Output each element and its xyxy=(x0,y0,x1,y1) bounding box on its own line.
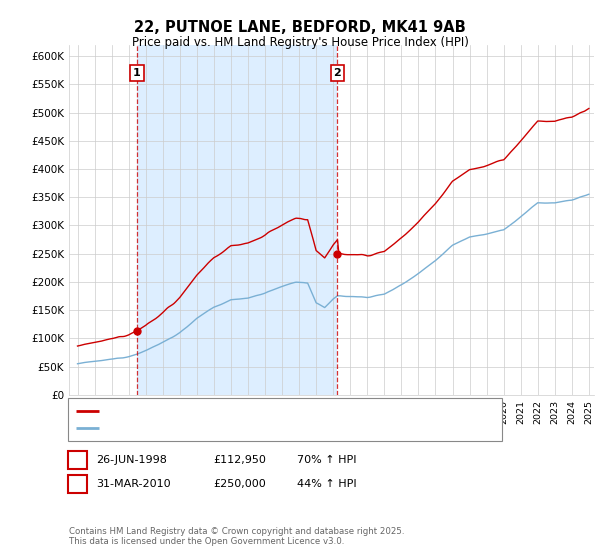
Text: 44% ↑ HPI: 44% ↑ HPI xyxy=(297,479,356,489)
Text: 22, PUTNOE LANE, BEDFORD, MK41 9AB (semi-detached house): 22, PUTNOE LANE, BEDFORD, MK41 9AB (semi… xyxy=(102,405,422,416)
Text: 22, PUTNOE LANE, BEDFORD, MK41 9AB: 22, PUTNOE LANE, BEDFORD, MK41 9AB xyxy=(134,20,466,35)
Text: 2: 2 xyxy=(74,479,81,489)
Text: HPI: Average price, semi-detached house, Bedford: HPI: Average price, semi-detached house,… xyxy=(102,423,353,433)
Text: £112,950: £112,950 xyxy=(213,455,266,465)
Text: 2: 2 xyxy=(334,68,341,78)
Text: Contains HM Land Registry data © Crown copyright and database right 2025.
This d: Contains HM Land Registry data © Crown c… xyxy=(69,526,404,546)
Bar xyxy=(137,45,337,395)
Text: 1: 1 xyxy=(133,68,141,78)
Text: 31-MAR-2010: 31-MAR-2010 xyxy=(96,479,170,489)
Text: £250,000: £250,000 xyxy=(213,479,266,489)
Text: 1: 1 xyxy=(74,455,81,465)
Text: 70% ↑ HPI: 70% ↑ HPI xyxy=(297,455,356,465)
Text: 26-JUN-1998: 26-JUN-1998 xyxy=(96,455,167,465)
Text: Price paid vs. HM Land Registry's House Price Index (HPI): Price paid vs. HM Land Registry's House … xyxy=(131,36,469,49)
